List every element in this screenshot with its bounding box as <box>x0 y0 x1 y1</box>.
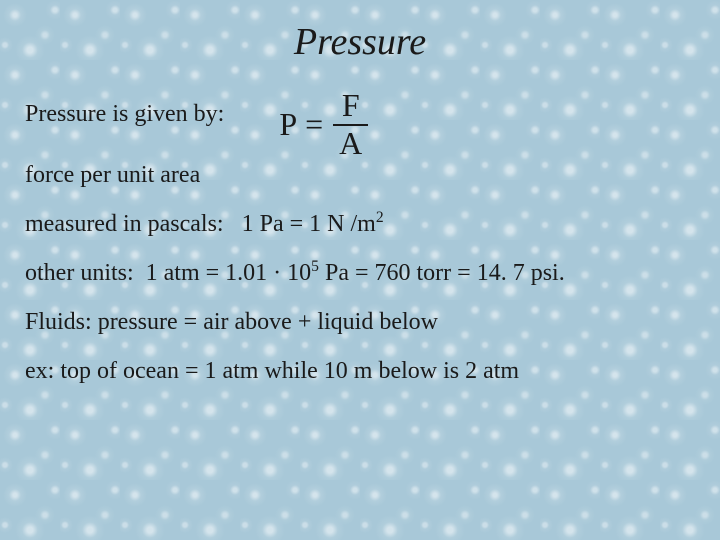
other-units-line: other units: 1 atm = 1.01 · 105 Pa = 760… <box>25 260 695 287</box>
formula-row: Pressure is given by: P = F A <box>25 89 695 160</box>
other-units-part-b: Pa = 760 torr = 14. 7 psi. <box>319 260 565 286</box>
other-units-prefix: other units: <box>25 260 134 286</box>
intro-text: Pressure is given by: <box>25 101 224 128</box>
formula-numerator: F <box>336 89 366 123</box>
pascals-line: measured in pascals: 1 Pa = 1 N /m2 <box>25 211 695 238</box>
pascals-prefix: measured in pascals: <box>25 211 224 237</box>
slide-title: Pressure <box>25 20 695 64</box>
formula-equals: = <box>305 106 323 143</box>
pascals-exponent: 2 <box>376 209 384 226</box>
pascals-relation: 1 Pa = 1 N /m <box>242 211 376 237</box>
other-units-exponent: 5 <box>311 258 319 275</box>
formula-fraction: F A <box>333 89 368 160</box>
other-units-part-a: 1 atm = 1.01 · 10 <box>146 260 312 286</box>
slide-content: Pressure Pressure is given by: P = F A f… <box>0 0 720 427</box>
pressure-formula: P = F A <box>279 89 368 160</box>
example-line: ex: top of ocean = 1 atm while 10 m belo… <box>25 358 695 385</box>
force-per-area-text: force per unit area <box>25 162 695 189</box>
formula-denominator: A <box>333 127 368 161</box>
fluids-line: Fluids: pressure = air above + liquid be… <box>25 309 695 336</box>
formula-lhs: P <box>279 106 297 143</box>
